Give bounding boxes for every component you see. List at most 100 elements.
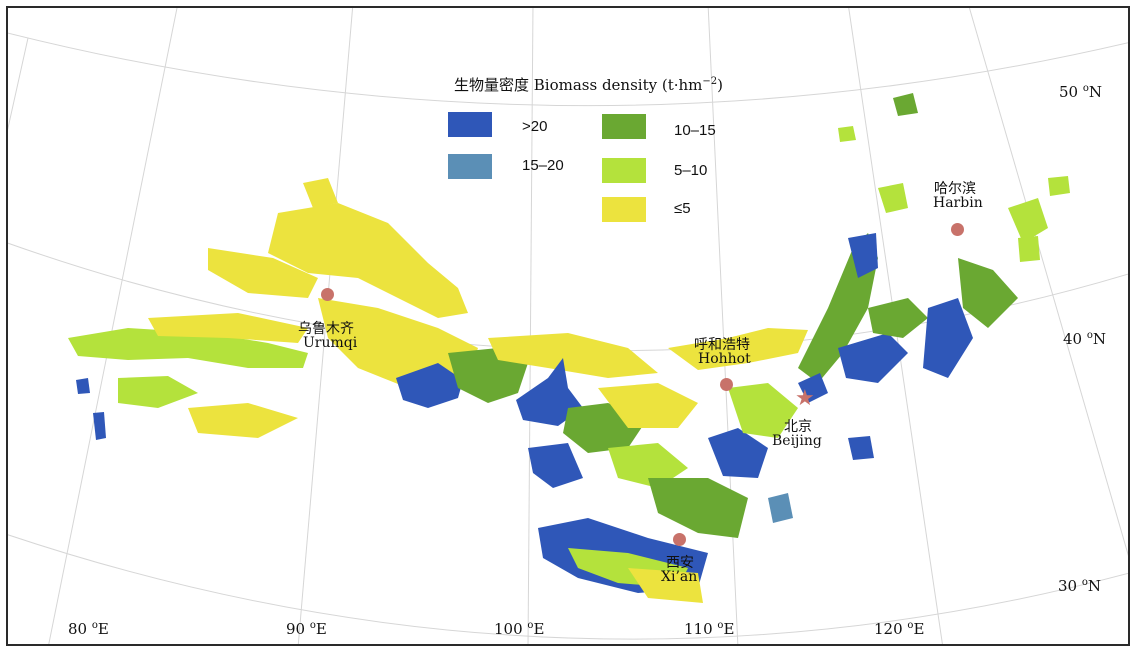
patch-10-15 — [448, 348, 528, 403]
patch-gt20 — [798, 373, 828, 403]
patch-5-10 — [118, 376, 198, 408]
lon-value: 100 — [494, 620, 523, 638]
patch-gt20 — [396, 363, 463, 408]
patch-gt20 — [528, 443, 583, 488]
lat-label-50n: 50 oN — [1059, 83, 1102, 101]
lon-label-100e: 100 oE — [494, 620, 544, 638]
patch-5-10 — [68, 328, 308, 368]
legend-swatch-gt20 — [448, 112, 492, 137]
patch-le5 — [303, 178, 338, 208]
patch-le5 — [148, 313, 308, 343]
city-label-harbin-en: Harbin — [933, 195, 983, 211]
lon-label-80e: 80 oE — [68, 620, 109, 638]
lon-value: 110 — [684, 620, 713, 638]
lon-value: 120 — [874, 620, 903, 638]
patch-le5 — [628, 568, 703, 603]
lat-unit: N — [1092, 330, 1107, 348]
city-label-urumqi-en: Urumqi — [303, 335, 358, 351]
meridian-80e — [48, 8, 178, 644]
patch-5-10 — [1018, 236, 1040, 262]
patch-le5 — [268, 203, 468, 318]
patch-5-10 — [838, 126, 856, 142]
city-label-urumqi-cn: 乌鲁木齐 — [298, 321, 354, 337]
patch-gt20 — [923, 298, 973, 378]
lon-unit: E — [533, 620, 545, 638]
degree-sign: o — [1081, 577, 1088, 588]
city-label-hohhot-cn: 呼和浩特 — [694, 337, 750, 353]
patch-5-10 — [878, 183, 908, 213]
lat-label-40n: 40 oN — [1063, 330, 1106, 348]
degree-sign: o — [309, 620, 316, 631]
legend-label-15-20: 15–20 — [522, 157, 564, 174]
patch-le5 — [208, 248, 318, 298]
city-label-harbin-cn: 哈尔滨 — [934, 181, 976, 197]
patch-gt20 — [76, 378, 90, 394]
patch-gt20 — [93, 412, 106, 440]
degree-sign: o — [1082, 83, 1089, 94]
legend-title-unit-sup: −2 — [702, 76, 718, 87]
legend-label-le5: ≤5 — [674, 200, 691, 217]
city-marker-xian — [673, 533, 686, 546]
legend-title-text: 生物量密度 Biomass density (t·hm — [454, 76, 703, 94]
city-label-hohhot-en: Hohhot — [698, 351, 751, 367]
legend-title-close: ) — [717, 76, 723, 94]
lat-value: 40 — [1063, 330, 1083, 348]
city-marker-harbin — [951, 223, 964, 236]
lon-label-90e: 90 oE — [286, 620, 327, 638]
legend-label-5-10: 5–10 — [674, 162, 708, 179]
meridian-110e — [707, 8, 739, 644]
patch-gt20 — [848, 436, 874, 460]
patch-le5 — [488, 333, 658, 378]
lat-value: 50 — [1059, 83, 1079, 101]
patch-le5 — [598, 383, 698, 428]
parallel-50n — [8, 32, 1128, 107]
lat-label-30n: 30 oN — [1058, 577, 1101, 595]
biomass-patches — [68, 93, 1070, 603]
patch-10-15 — [868, 298, 928, 338]
patch-10-15 — [893, 93, 918, 116]
patch-10-15 — [648, 478, 748, 538]
parallel-30n — [8, 534, 1128, 640]
lon-unit: E — [913, 620, 925, 638]
lon-label-120e: 120 oE — [874, 620, 924, 638]
degree-sign: o — [1086, 330, 1093, 341]
meridian-100e — [527, 8, 534, 644]
patch-10-15 — [958, 258, 1018, 328]
legend-label-10-15: 10–15 — [674, 122, 716, 139]
city-label-xian-en: Xi’an — [661, 569, 698, 585]
patch-5-10 — [1048, 176, 1070, 196]
lat-unit: N — [1087, 577, 1102, 595]
patch-5-10 — [1008, 198, 1048, 243]
lon-unit: E — [315, 620, 327, 638]
lon-value: 90 — [286, 620, 306, 638]
patch-gt20 — [838, 333, 908, 383]
map-canvas — [8, 8, 1128, 644]
capital-star-icon: ★ — [795, 386, 815, 411]
patch-5-10 — [728, 383, 798, 438]
lon-value: 80 — [68, 620, 88, 638]
meridian-130e — [968, 8, 1128, 557]
legend-swatch-5-10 — [602, 158, 646, 183]
lon-unit: E — [723, 620, 735, 638]
city-label-xian-cn: 西安 — [666, 555, 694, 571]
meridian-70e — [8, 37, 29, 131]
patch-5-10 — [608, 443, 688, 488]
legend-title: 生物量密度 Biomass density (t·hm−2) — [454, 74, 723, 95]
legend-swatch-le5 — [602, 197, 646, 222]
patch-gt20 — [848, 233, 878, 278]
patch-le5 — [188, 403, 298, 438]
degree-sign: o — [527, 620, 534, 631]
city-label-beijing-en: Beijing — [772, 433, 822, 449]
degree-sign: o — [717, 620, 724, 631]
legend-label-gt20: >20 — [522, 118, 548, 135]
legend-swatch-15-20 — [448, 154, 492, 179]
degree-sign: o — [91, 620, 98, 631]
city-label-beijing-cn: 北京 — [784, 419, 812, 435]
lat-value: 30 — [1058, 577, 1078, 595]
lat-unit: N — [1088, 83, 1103, 101]
lon-label-110e: 110 oE — [684, 620, 734, 638]
legend-swatch-10-15 — [602, 114, 646, 139]
lon-unit: E — [97, 620, 109, 638]
patch-15-20 — [768, 493, 793, 523]
patch-gt20 — [708, 428, 768, 478]
